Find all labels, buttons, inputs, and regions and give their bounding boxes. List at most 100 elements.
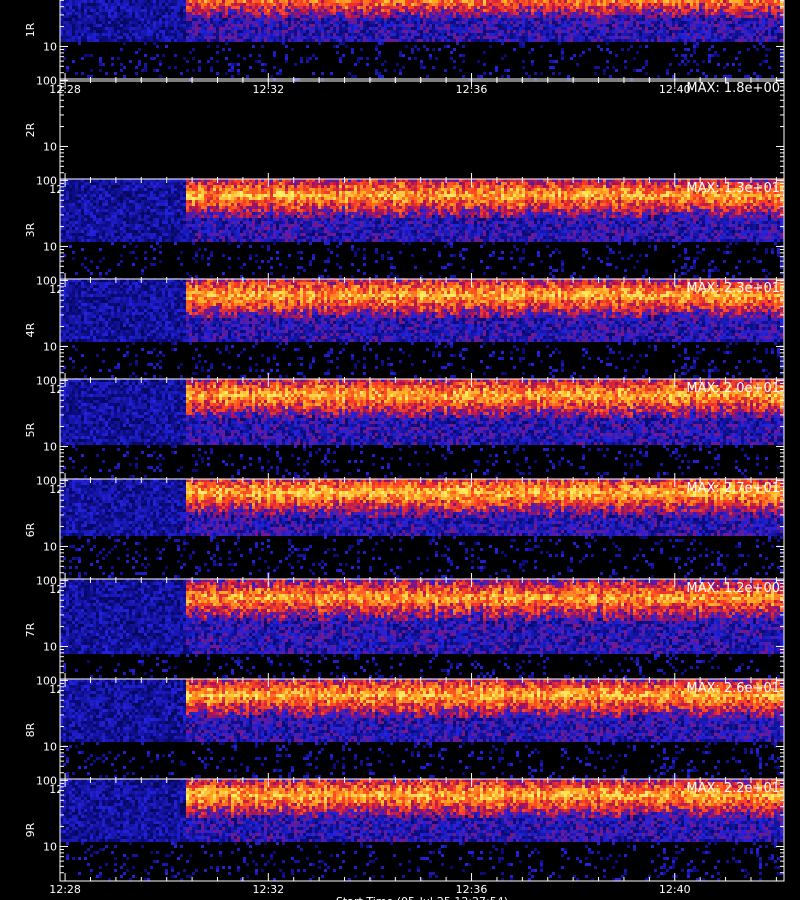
heat-cell	[678, 18, 681, 21]
heat-cell	[543, 30, 546, 33]
heat-cell	[387, 6, 390, 9]
heat-cell	[60, 36, 63, 39]
heat-cell	[690, 6, 693, 9]
heat-cell	[459, 3, 462, 6]
heat-cell	[501, 21, 504, 24]
heat-cell	[408, 33, 411, 36]
heat-cell	[81, 15, 84, 18]
heat-cell	[456, 24, 459, 27]
heat-cell	[111, 21, 114, 24]
heat-cell	[291, 24, 294, 27]
heat-cell	[168, 30, 171, 33]
heat-cell	[246, 15, 249, 18]
heat-cell	[498, 30, 501, 33]
heat-cell	[171, 12, 174, 15]
heat-cell	[495, 12, 498, 15]
heat-cell	[435, 3, 438, 6]
heat-cell	[372, 21, 375, 24]
heat-cell	[126, 9, 129, 12]
heat-cell	[576, 39, 579, 42]
heat-cell	[321, 12, 324, 15]
heat-cell	[651, 18, 654, 21]
heat-cell	[60, 12, 63, 15]
heat-cell	[417, 18, 420, 21]
heat-cell	[603, 12, 606, 15]
heat-cell	[186, 3, 189, 6]
heat-cell	[69, 21, 72, 24]
heat-cell	[540, 24, 543, 27]
heat-cell	[480, 21, 483, 24]
heat-cell	[81, 6, 84, 9]
heat-cell	[630, 0, 633, 3]
heat-cell	[450, 30, 453, 33]
heat-cell	[69, 36, 72, 39]
heat-cell	[516, 27, 519, 30]
heat-cell	[576, 30, 579, 33]
heat-cell	[144, 12, 147, 15]
heat-cell	[579, 33, 582, 36]
heat-cell	[303, 21, 306, 24]
heat-cell	[630, 18, 633, 21]
heat-cell	[225, 39, 228, 42]
heat-cell	[321, 0, 324, 3]
heat-cell	[159, 18, 162, 21]
heat-cell	[528, 33, 531, 36]
heat-cell	[318, 27, 321, 30]
heat-cell	[93, 27, 96, 30]
heat-cell	[207, 3, 210, 6]
heat-cell	[141, 30, 144, 33]
heat-cell	[225, 33, 228, 36]
heat-cell	[384, 0, 387, 3]
heat-cell	[255, 15, 258, 18]
heat-cell	[576, 33, 579, 36]
heat-cell	[216, 12, 219, 15]
heat-cell	[114, 27, 117, 30]
heat-cell	[258, 0, 261, 3]
heat-cell	[333, 39, 336, 42]
heat-cell	[204, 21, 207, 24]
heat-cell	[681, 3, 684, 6]
heat-cell	[630, 9, 633, 12]
heat-cell	[303, 27, 306, 30]
heat-cell	[348, 12, 351, 15]
heat-cell	[630, 15, 633, 18]
heat-cell	[75, 72, 78, 75]
heat-cell	[627, 24, 630, 27]
heat-cell	[126, 6, 129, 9]
heat-cell	[435, 21, 438, 24]
heat-cell	[255, 39, 258, 42]
heat-cell	[357, 12, 360, 15]
heat-cell	[141, 21, 144, 24]
heat-cell	[111, 24, 114, 27]
heat-cell	[639, 39, 642, 42]
heat-cell	[714, 33, 717, 36]
heat-cell	[249, 66, 252, 69]
heat-cell	[417, 24, 420, 27]
heat-cell	[108, 21, 111, 24]
heat-cell	[690, 18, 693, 21]
heat-cell	[714, 36, 717, 39]
heat-cell	[219, 12, 222, 15]
heat-cell	[405, 39, 408, 42]
heat-cell	[225, 36, 228, 39]
heat-cell	[342, 24, 345, 27]
heat-cell	[105, 21, 108, 24]
heat-cell	[576, 36, 579, 39]
heat-cell	[483, 18, 486, 21]
heat-cell	[285, 18, 288, 21]
heat-cell	[690, 15, 693, 18]
heat-cell	[717, 30, 720, 33]
heat-cell	[609, 51, 612, 54]
heat-cell	[405, 6, 408, 9]
heat-cell	[321, 3, 324, 6]
heat-cell	[276, 33, 279, 36]
heat-cell	[399, 3, 402, 6]
heat-cell	[687, 36, 690, 39]
heat-cell	[258, 15, 261, 18]
heat-cell	[603, 15, 606, 18]
heat-cell	[258, 60, 261, 63]
heat-cell	[687, 3, 690, 6]
heat-cell	[513, 30, 516, 33]
heat-cell	[117, 57, 120, 60]
heat-cell	[108, 39, 111, 42]
